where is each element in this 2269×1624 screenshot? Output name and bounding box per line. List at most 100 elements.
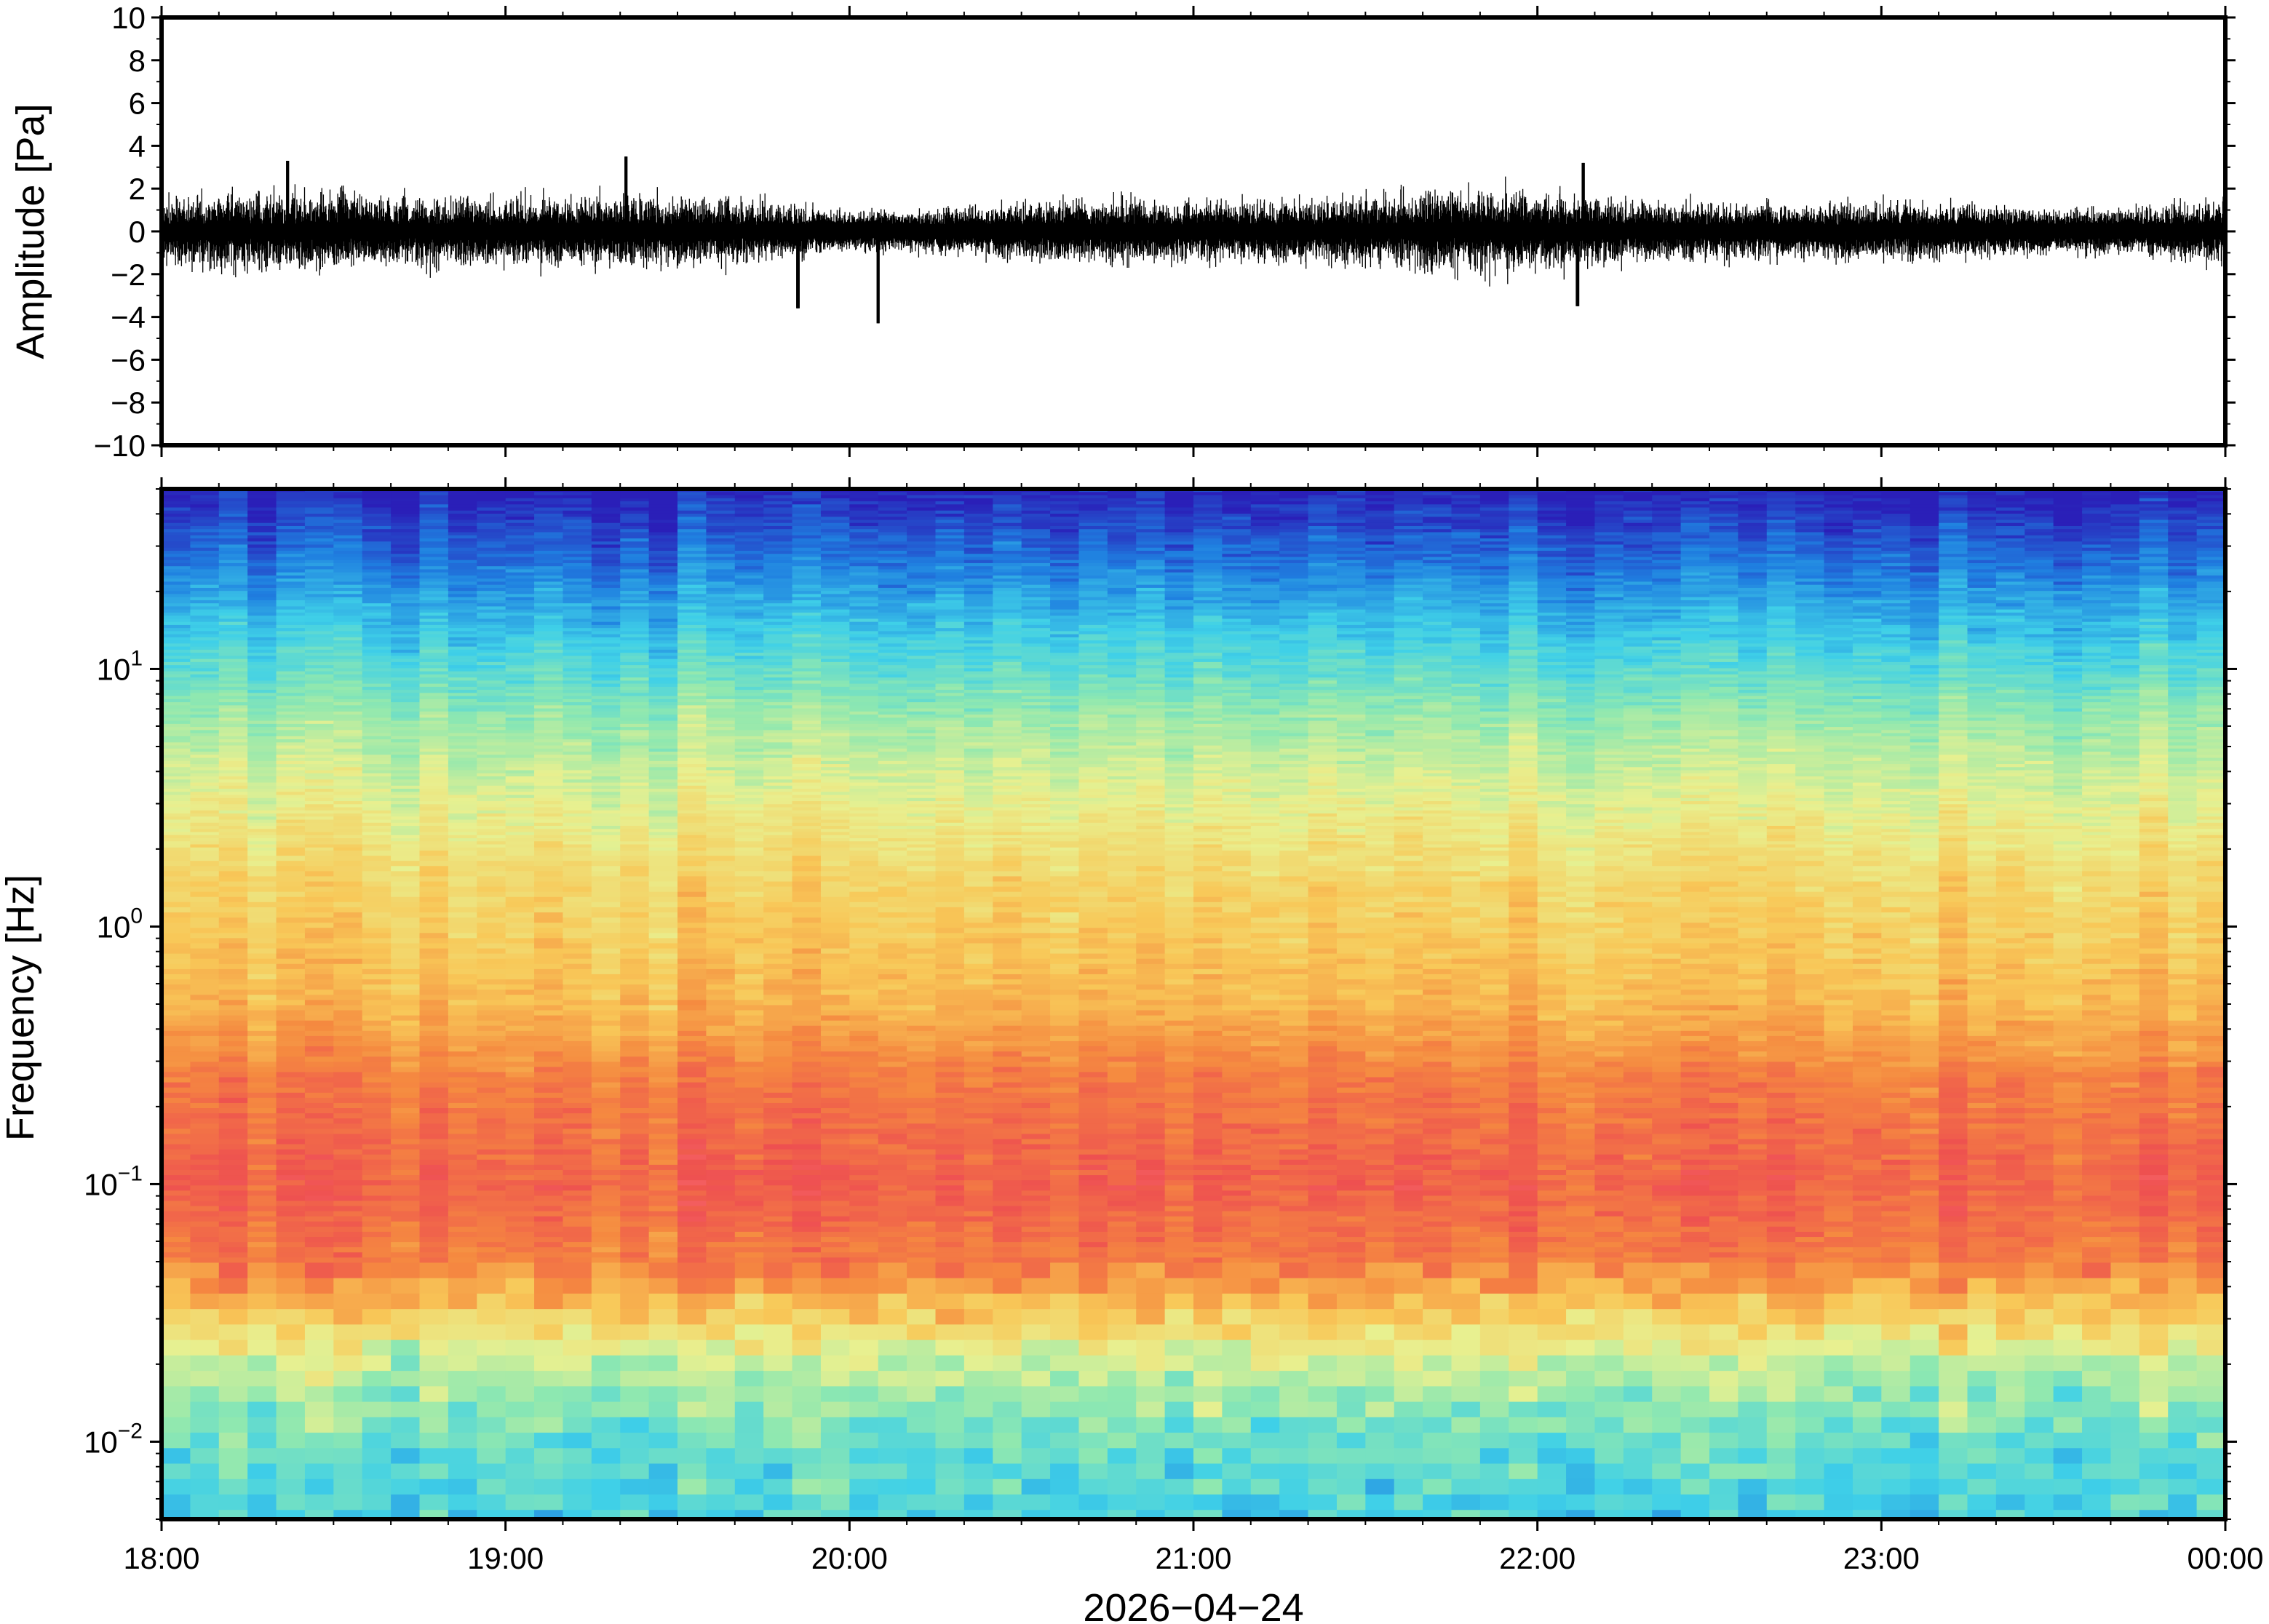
spectrogram-cell (1193, 680, 1223, 685)
spectrogram-cell (1852, 677, 1882, 681)
spectrogram-cell (1479, 661, 1509, 666)
spectrogram-cell (391, 522, 421, 527)
spectrogram-cell (162, 646, 191, 650)
spectrogram-cell (1336, 501, 1366, 505)
spectrogram-cell (1250, 631, 1280, 635)
spectrogram-cell (1193, 584, 1223, 589)
spectrogram-cell (993, 631, 1022, 635)
spectrogram-cell (2110, 587, 2140, 592)
spectrogram-cell (706, 674, 736, 678)
spectrogram-cell (333, 597, 363, 601)
spectrogram-cell (1193, 637, 1223, 641)
spectrogram-cell (1451, 609, 1481, 613)
spectrogram-cell (1394, 547, 1423, 552)
spectrogram-cell (1222, 507, 1252, 512)
spectrogram-cell (907, 597, 937, 601)
spectrogram-cell (2196, 544, 2226, 549)
spectrogram-cell (333, 522, 363, 527)
spectrogram-cell (1824, 646, 1853, 650)
spectrogram-cell (1709, 544, 1738, 549)
spectrogram-cell (1852, 674, 1882, 678)
spectrogram-cell (1939, 572, 1968, 576)
spectrogram-cell (1509, 520, 1538, 524)
spectrogram-cell (1881, 674, 1911, 678)
spectrogram-cell (1824, 637, 1853, 641)
spectrogram-cell (1509, 680, 1538, 685)
spectrogram-cell (849, 529, 879, 533)
spectrogram-cell (792, 566, 822, 570)
spectrogram-cell (1881, 495, 1911, 499)
spectrogram-cell (333, 686, 363, 690)
spectrogram-cell (1336, 594, 1366, 598)
spectrogram-cell (1451, 532, 1481, 536)
spectrogram-cell (1050, 690, 1080, 693)
spectrogram-cell (333, 677, 363, 681)
spectrogram-cell (304, 513, 334, 517)
spectrogram-cell (820, 525, 850, 530)
spectrogram-cell (1078, 616, 1108, 620)
spectrogram-cell (878, 587, 907, 592)
spectrogram-cell (505, 566, 535, 570)
spectrogram-cell (1709, 646, 1738, 650)
spectrogram-cell (2024, 628, 2054, 632)
spectrogram-cell (1824, 643, 1853, 648)
spectrogram-cell (1451, 690, 1481, 693)
spectrogram-cell (591, 510, 621, 514)
spectrogram-cell (304, 621, 334, 626)
spectrogram-cell (1709, 535, 1738, 539)
spectrogram-cell (1995, 569, 2025, 573)
spectrogram-cell (1078, 513, 1108, 517)
spectrogram-cell (1995, 541, 2025, 546)
spectrogram-cell (734, 624, 764, 629)
spectrogram-cell (1824, 538, 1853, 542)
spectrogram-cell (1308, 562, 1338, 567)
spectrogram-cell (1136, 665, 1166, 669)
spectrogram-cell (763, 522, 793, 527)
spectrogram-cell (534, 522, 564, 527)
spectrogram-cell (677, 683, 707, 688)
spectrogram-cell (1222, 498, 1252, 502)
spectrogram-cell (1308, 510, 1338, 514)
spectrogram-cell (477, 661, 506, 666)
spectrogram-cell (620, 547, 650, 552)
spectrogram-cell (1738, 600, 1768, 604)
spectrogram-cell (1852, 529, 1882, 533)
spectrogram-cell (763, 520, 793, 524)
spectrogram-cell (2024, 646, 2054, 650)
spectrogram-cell (1881, 637, 1911, 641)
spectrogram-cell (1623, 637, 1653, 641)
spectrogram-cell (648, 510, 678, 514)
spectrogram-cell (1910, 634, 1939, 638)
spectrogram-cell (563, 693, 592, 697)
spectrogram-cell (1451, 495, 1481, 499)
spectrogram-cell (1881, 677, 1911, 681)
spectrogram-cell (2196, 680, 2226, 685)
spectrogram-cell (1910, 600, 1939, 604)
spectrogram-cell (878, 492, 907, 496)
spectrogram-cell (907, 671, 937, 675)
spectrogram-cell (505, 562, 535, 567)
spectrogram-cell (247, 522, 277, 527)
spectrogram-cell (1537, 495, 1567, 499)
spectrogram-cell (1250, 504, 1280, 509)
spectrogram-cell (2139, 538, 2169, 542)
spectrogram-cell (1423, 668, 1453, 672)
spectrogram-cell (1939, 591, 1968, 595)
spectrogram-cell (1852, 544, 1882, 549)
spectrogram-cell (477, 504, 506, 509)
spectrogram-cell (419, 587, 449, 592)
spectrogram-cell (1795, 584, 1825, 589)
spectrogram-cell (2082, 544, 2112, 549)
spectrogram-cell (2024, 495, 2054, 499)
spectrogram-cell (391, 628, 421, 632)
spectrogram-cell (1766, 495, 1796, 499)
spectrogram-cell (1336, 529, 1366, 533)
spectrogram-cell (563, 649, 592, 653)
spectrogram-cell (792, 674, 822, 678)
spectrogram-cell (1766, 535, 1796, 539)
spectrogram-cell (247, 498, 277, 502)
spectrogram-cell (1738, 544, 1768, 549)
spectrogram-cell (935, 566, 965, 570)
spectrogram-cell (218, 594, 248, 598)
spectrogram-cell (677, 680, 707, 685)
